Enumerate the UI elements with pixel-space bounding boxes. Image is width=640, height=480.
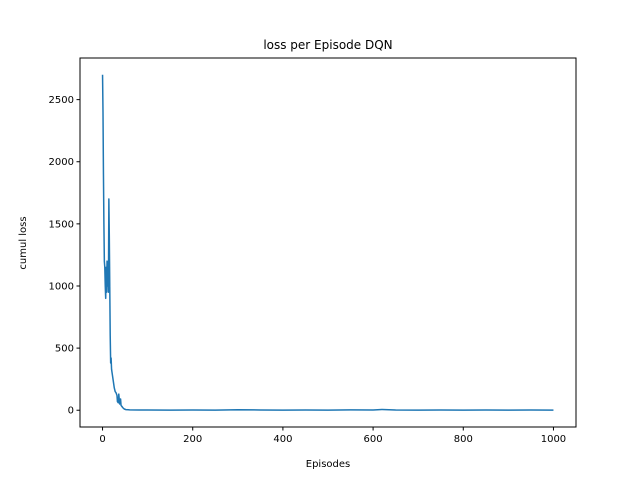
axes-frame xyxy=(79,57,577,428)
x-tick-label: 1000 xyxy=(541,434,566,445)
y-tick-label: 1000 xyxy=(49,281,74,292)
y-tick-label: 500 xyxy=(55,344,74,355)
y-axis-label: cumul loss xyxy=(18,216,29,269)
x-tick-label: 0 xyxy=(99,434,105,445)
chart-title: loss per Episode DQN xyxy=(263,38,392,52)
x-tick-label: 800 xyxy=(454,434,473,445)
y-tick-label: 2000 xyxy=(49,157,74,168)
x-tick-label: 400 xyxy=(273,434,292,445)
axes xyxy=(79,57,577,428)
y-axis-ticks: 0 500 1000 1500 2000 2500 xyxy=(49,95,80,417)
y-tick-label: 1500 xyxy=(49,219,74,230)
x-tick-label: 600 xyxy=(364,434,383,445)
x-axis-ticks: 0 200 400 600 800 1000 xyxy=(99,427,566,445)
y-tick-label: 0 xyxy=(68,406,74,417)
loss-series-line xyxy=(101,74,554,411)
y-tick-label: 2500 xyxy=(49,95,74,106)
x-axis-label: Episodes xyxy=(306,459,350,470)
plot-area xyxy=(101,74,554,411)
x-tick-label: 200 xyxy=(183,434,202,445)
